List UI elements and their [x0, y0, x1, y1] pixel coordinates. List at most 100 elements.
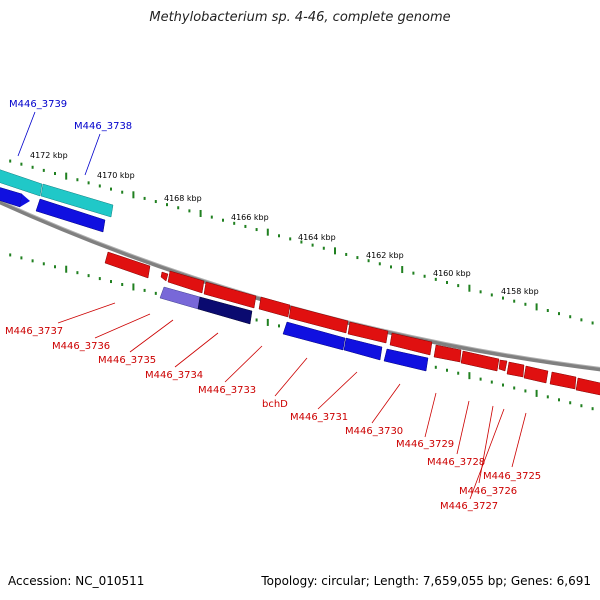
ruler-minor-tick: [524, 389, 527, 393]
ruler-major-tick: [468, 372, 471, 380]
topology-label: Topology: circular;: [261, 574, 370, 588]
gene-blue-2[interactable]: [343, 337, 383, 361]
ruler-minor-tick: [31, 165, 34, 169]
ruler-minor-tick: [87, 274, 90, 278]
ruler-minor-tick: [558, 398, 560, 402]
accession-label: Accession: NC_010511: [8, 574, 145, 588]
ruler-major-tick: [468, 284, 471, 292]
ruler-minor-tick: [423, 274, 426, 278]
ruler-minor-tick: [154, 291, 157, 295]
ruler-minor-tick: [300, 240, 303, 244]
gene-M446_3725[interactable]: [523, 365, 549, 384]
ruler-minor-tick: [31, 259, 34, 263]
label-M446_3736: M446_3736: [52, 341, 110, 352]
gene-M446_3726[interactable]: [506, 361, 525, 378]
ruler-minor-tick: [479, 290, 482, 294]
ruler-minor-tick: [345, 252, 348, 256]
gene-blue-1[interactable]: [282, 321, 346, 351]
map-title: Methylobacterium sp. 4-46, complete geno…: [149, 10, 451, 25]
ruler-minor-tick: [412, 271, 415, 275]
label-M446_3725: M446_3725: [483, 471, 541, 482]
gene-M446_3738-cds[interactable]: [40, 183, 114, 218]
ruler-minor-tick: [87, 181, 90, 185]
label-M446_3735: M446_3735: [98, 355, 156, 366]
gene-M446_3728[interactable]: [460, 350, 500, 372]
reverse-strand-lower: [159, 286, 429, 372]
gene-M446_3730[interactable]: [389, 332, 433, 356]
ruler-minor-tick: [154, 200, 157, 204]
label-M446_3738: M446_3738: [74, 121, 132, 132]
label-M446_3729: M446_3729: [396, 439, 454, 450]
ruler-minor-tick: [54, 172, 56, 176]
ruler-minor-tick: [9, 253, 12, 257]
gene-extra-right-1[interactable]: [549, 371, 577, 390]
ruler-major-tick: [535, 389, 538, 397]
gene-M446_3729[interactable]: [433, 344, 462, 363]
ruler-minor-tick: [76, 271, 79, 275]
ruler-minor-tick: [121, 282, 124, 286]
ruler-major-tick: [334, 247, 336, 255]
ruler-major-tick: [65, 172, 68, 180]
ruler-minor-tick: [513, 299, 516, 303]
ruler-label-4172: 4172 kbp: [30, 151, 68, 160]
ruler-minor-tick: [322, 246, 325, 250]
label-M446_3739: M446_3739: [9, 99, 67, 110]
label-M446_3737: M446_3737: [5, 326, 63, 337]
ruler-label-4162: 4162 kbp: [366, 251, 404, 260]
ruler-labels: 4172 kbp 4170 kbp 4168 kbp 4166 kbp 4164…: [30, 151, 539, 296]
gene-M446_3731[interactable]: [347, 321, 389, 344]
ruler-label-4158: 4158 kbp: [501, 287, 539, 296]
label-M446_3727: M446_3727: [440, 501, 498, 512]
ruler-minor-tick: [177, 206, 180, 210]
ruler-minor-tick: [54, 265, 56, 269]
ruler-minor-tick: [9, 159, 12, 163]
label-M446_3733: M446_3733: [198, 385, 256, 396]
ruler-minor-tick: [490, 380, 493, 384]
ruler-minor-tick: [502, 296, 504, 300]
gene-M446_3736[interactable]: [160, 271, 169, 282]
gene-M446_3739-arrow: [20, 194, 30, 207]
gene-M446_3735[interactable]: [167, 270, 205, 294]
ruler-minor-tick: [110, 280, 112, 284]
gene-M446_3738[interactable]: [35, 198, 106, 233]
ruler-minor-tick: [524, 302, 527, 306]
ruler-minor-tick: [546, 395, 549, 399]
ruler-minor-tick: [98, 277, 101, 281]
label-bchD: bchD: [262, 399, 288, 410]
backbone: [0, 200, 600, 372]
gene-M446_3739-cds[interactable]: [0, 168, 43, 197]
gene-rna-dark[interactable]: [197, 296, 253, 325]
ruler-minor-tick: [20, 256, 23, 260]
ruler-minor-tick: [434, 365, 437, 369]
ruler-minor-tick: [434, 277, 437, 281]
ruler-minor-tick: [558, 312, 560, 316]
gene-M446_3727[interactable]: [498, 359, 508, 372]
ruler-minor-tick: [502, 383, 504, 387]
ruler-minor-tick: [255, 228, 258, 232]
ruler-major-tick: [199, 209, 202, 217]
ruler-major-tick: [132, 191, 135, 199]
ruler-label-4170: 4170 kbp: [97, 171, 135, 180]
ruler-minor-tick: [591, 407, 594, 411]
ruler-minor-tick: [42, 262, 45, 266]
ruler-minor-tick: [356, 256, 359, 260]
ruler-minor-tick: [580, 404, 583, 408]
ruler-major-tick: [65, 265, 68, 273]
genome-summary: Topology: circular; Length: 7,659,055 bp…: [261, 574, 591, 588]
label-M446_3731: M446_3731: [290, 412, 348, 423]
gene-M446_3733[interactable]: [258, 296, 291, 318]
ruler-minor-tick: [255, 318, 258, 322]
ruler-minor-tick: [210, 215, 213, 219]
gene-bchD[interactable]: [288, 305, 349, 334]
gene-extra-right-2[interactable]: [575, 377, 600, 396]
ruler-major-tick: [535, 303, 538, 311]
gene-M446_3734[interactable]: [203, 281, 257, 309]
gene-M446_3737[interactable]: [104, 251, 151, 279]
gene-blue-3[interactable]: [383, 348, 429, 372]
ruler-minor-tick: [546, 309, 549, 313]
ruler-minor-tick: [143, 196, 146, 200]
label-M446_3726: M446_3726: [459, 486, 517, 497]
ruler-minor-tick: [446, 280, 448, 284]
